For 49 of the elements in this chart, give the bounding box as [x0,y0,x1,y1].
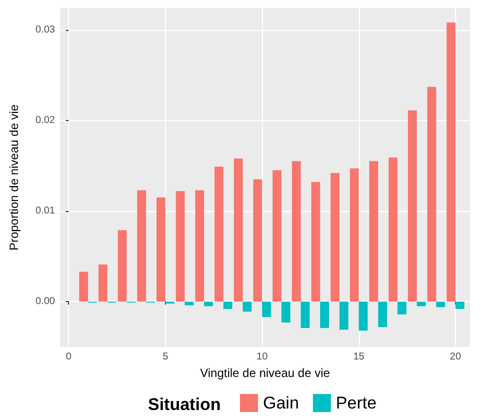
bar [281,302,290,323]
bar [455,302,464,309]
bar [292,161,301,302]
bar [358,302,368,331]
bar [397,302,406,314]
y-tick-label: 0.00 [36,296,56,308]
bar [195,190,204,302]
bar [350,168,359,302]
bar [253,179,262,302]
x-tick-label: 20 [450,352,462,362]
x-tick-label: 10 [256,352,268,362]
bar [300,302,310,328]
bar [156,197,166,302]
y-tick-label: 0.01 [36,206,56,217]
bar [262,302,271,318]
bar [272,170,282,302]
bar [223,302,232,309]
bar [311,182,320,302]
bar [98,264,108,302]
bar [446,22,456,302]
bar [214,166,224,302]
y-tick-label: 0.02 [36,114,56,126]
bar [369,161,378,302]
bar [408,110,417,302]
x-axis-title: Vingtile de niveau de vie [200,366,330,380]
legend-label: Perte [336,394,377,412]
bar [378,302,388,328]
y-tick-label: 0.03 [36,24,56,36]
bar [339,302,348,330]
bar [320,302,329,328]
bar [79,272,88,302]
x-tick-label: 0 [66,352,72,362]
bar [118,230,127,302]
bar [388,158,398,302]
bar [242,302,252,312]
legend-title: Situation [148,395,221,414]
bar [176,191,185,302]
bar [436,302,446,308]
bar [427,86,436,302]
bar [137,190,146,302]
y-axis-title: Proportion de niveau de vie [7,104,21,251]
bar [234,158,243,302]
x-tick-label: 15 [353,352,365,362]
legend-label: Gain [263,394,299,412]
bar [184,302,194,306]
x-tick-label: 5 [162,352,169,362]
bar [204,302,213,306]
bar [330,172,340,302]
bar [416,302,426,306]
